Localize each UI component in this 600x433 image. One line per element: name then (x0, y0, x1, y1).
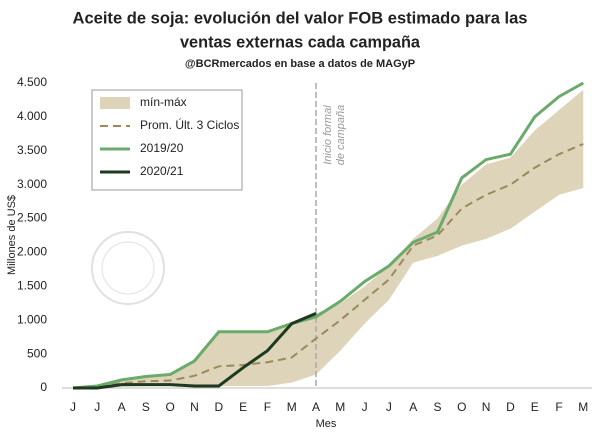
y-tick-label: 3.000 (17, 177, 47, 191)
y-tick-label: 4.000 (17, 109, 47, 123)
x-tick-label: D (506, 400, 515, 414)
x-tick-label: E (531, 400, 539, 414)
x-tick-label: M (335, 400, 345, 414)
series-line (72, 143, 584, 389)
x-tick-label: M (287, 400, 297, 414)
y-tick-label: 1.500 (17, 279, 47, 293)
x-tick-label: J (362, 400, 368, 414)
watermark (91, 231, 165, 305)
x-tick-label: A (312, 400, 320, 414)
legend-label: mín-máx (140, 95, 187, 109)
x-tick-label: M (578, 400, 588, 414)
y-tick-label: 2.500 (17, 211, 47, 225)
y-tick-label: 3.500 (17, 143, 47, 157)
y-tick-label: 4.500 (17, 75, 47, 89)
annotation: Inicio formal (322, 105, 334, 165)
y-tick-label: 1.000 (17, 312, 47, 326)
y-tick-label: 2.000 (17, 245, 47, 259)
annotation: de campaña (335, 105, 347, 166)
legend-label: 2020/21 (140, 164, 184, 178)
x-tick-label: A (409, 400, 417, 414)
x-tick-label: O (166, 400, 175, 414)
y-axis-label: Millones de US$ (6, 195, 18, 275)
x-tick-label: S (142, 400, 150, 414)
x-tick-label: J (94, 400, 100, 414)
chart-title: ventas externas cada campaña (180, 32, 421, 51)
y-tick-label: 500 (27, 346, 47, 360)
x-tick-label: D (214, 400, 223, 414)
x-axis-label: Mes (316, 418, 337, 430)
x-tick-label: A (118, 400, 126, 414)
x-tick-label: S (433, 400, 441, 414)
series-line (73, 312, 317, 390)
x-tick-label: O (457, 400, 466, 414)
legend-label: 2019/20 (140, 141, 184, 155)
x-tick-label: E (239, 400, 247, 414)
chart-title: Aceite de soja: evolución del valor FOB … (73, 8, 528, 27)
y-tick-label: 0 (40, 380, 47, 394)
x-tick-label: N (190, 400, 199, 414)
min-max-band (73, 89, 584, 389)
x-tick-label: J (386, 400, 392, 414)
series-line (72, 81, 585, 390)
x-tick-label: J (70, 400, 76, 414)
x-tick-label: F (264, 400, 271, 414)
x-tick-label: N (482, 400, 491, 414)
legend-swatch (100, 97, 130, 109)
legend-label: Prom. Últ. 3 Ciclos (140, 117, 239, 132)
x-tick-label: F (555, 400, 562, 414)
chart-subtitle: @BCRmercados en base a datos de MAGyP (185, 58, 415, 70)
